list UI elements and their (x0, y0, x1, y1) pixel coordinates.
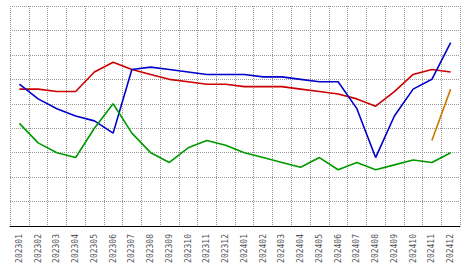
svg-text:202307: 202307 (127, 234, 136, 263)
svg-text:202402: 202402 (259, 234, 268, 263)
svg-text:202406: 202406 (334, 234, 343, 263)
svg-text:202404: 202404 (296, 234, 305, 263)
svg-text:202412: 202412 (446, 234, 455, 263)
svg-text:202302: 202302 (34, 234, 43, 263)
svg-text:202310: 202310 (184, 234, 193, 263)
svg-text:202305: 202305 (90, 234, 99, 263)
svg-text:202301: 202301 (15, 234, 24, 263)
svg-text:202304: 202304 (71, 234, 80, 263)
svg-text:202401: 202401 (240, 234, 249, 263)
svg-text:202306: 202306 (109, 234, 118, 263)
svg-text:202411: 202411 (427, 234, 436, 263)
svg-text:202303: 202303 (52, 234, 61, 263)
svg-text:202409: 202409 (390, 234, 399, 263)
svg-text:202408: 202408 (371, 234, 380, 263)
svg-text:202405: 202405 (315, 234, 324, 263)
svg-text:202403: 202403 (277, 234, 286, 263)
svg-text:202311: 202311 (202, 234, 211, 263)
svg-text:202410: 202410 (409, 234, 418, 263)
svg-text:202309: 202309 (165, 234, 174, 263)
svg-text:202312: 202312 (221, 234, 230, 263)
svg-text:202308: 202308 (146, 234, 155, 263)
svg-text:202407: 202407 (352, 234, 361, 263)
